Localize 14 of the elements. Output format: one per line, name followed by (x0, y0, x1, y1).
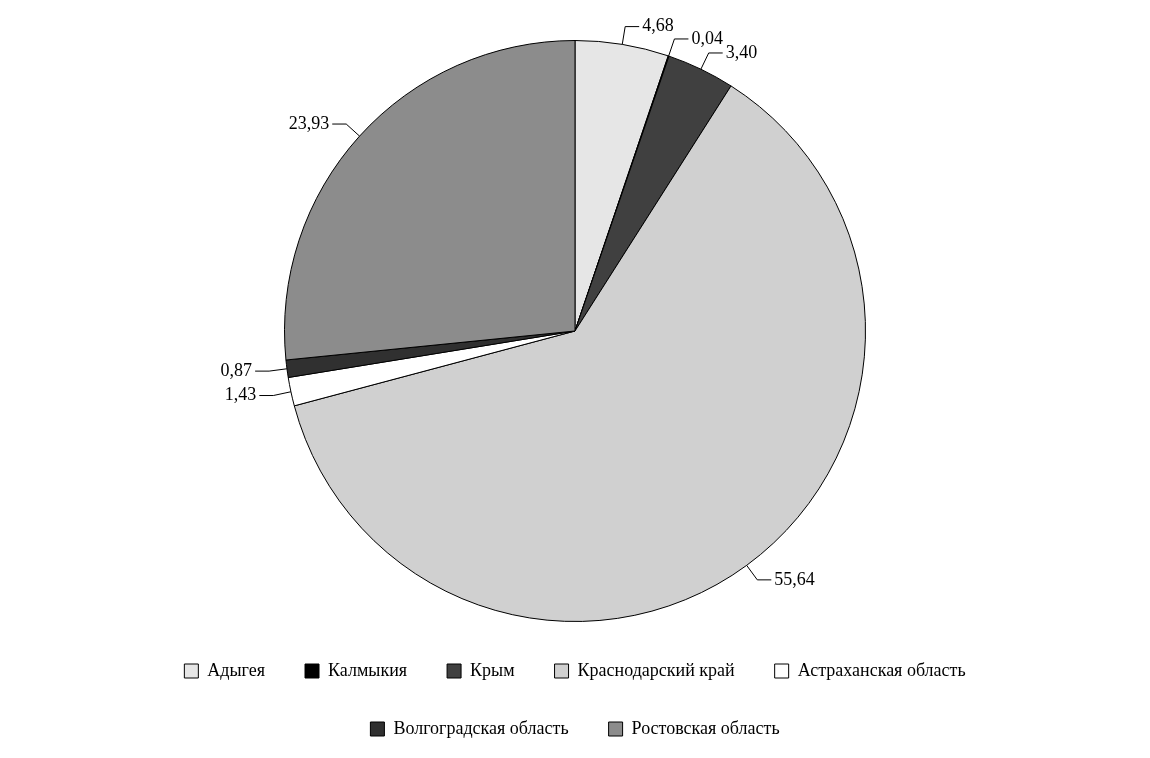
legend-label: Адыгея (207, 659, 266, 680)
data-label: 1,43 (224, 384, 257, 405)
data-label: 0,04 (691, 27, 723, 48)
data-label: 23,93 (288, 112, 330, 133)
legend-label: Волгоградская область (393, 717, 569, 738)
legend-label: Краснодарский край (577, 659, 736, 680)
data-label: 4,68 (642, 15, 674, 36)
legend-label: Астраханская область (797, 659, 966, 680)
data-label: 55,64 (774, 568, 815, 589)
data-label: 3,40 (725, 41, 758, 62)
data-label: 0,87 (220, 359, 253, 380)
legend-label: Крым (470, 659, 515, 680)
legend-label: Ростовская область (631, 717, 780, 738)
legend-label: Калмыкия (328, 659, 408, 680)
